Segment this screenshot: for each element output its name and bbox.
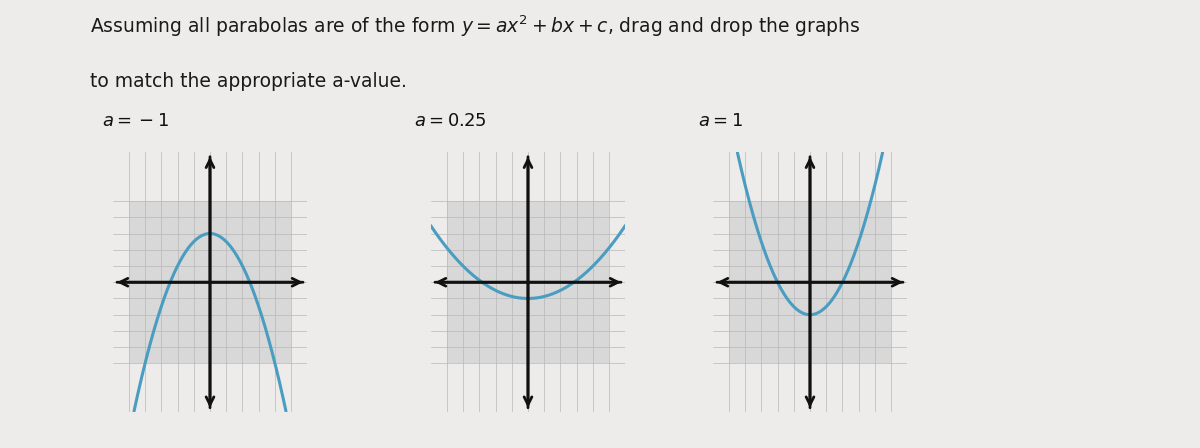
Text: $a = 1$: $a = 1$ [698,112,743,130]
Bar [728,201,892,363]
Text: to match the appropriate a-value.: to match the appropriate a-value. [90,72,407,90]
Bar [446,201,610,363]
Text: $a = -1$: $a = -1$ [102,112,169,130]
Bar [128,201,292,363]
Text: Assuming all parabolas are of the form $y = ax^2 + bx + c$, drag and drop the gr: Assuming all parabolas are of the form $… [90,13,860,39]
Text: $a = 0.25$: $a = 0.25$ [414,112,487,130]
